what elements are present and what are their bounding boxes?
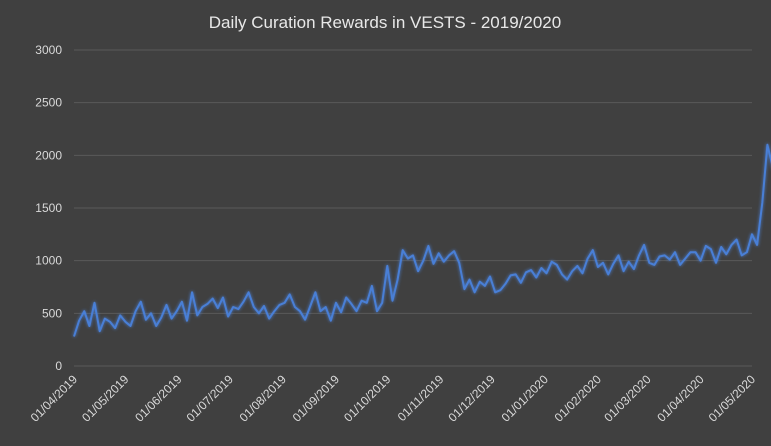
x-tick-label-11: 01/03/2020 (601, 372, 654, 425)
y-tick-label-1500: 1500 (35, 201, 62, 215)
series-line-0 (73, 143, 771, 337)
x-tick-label-8: 01/12/2019 (446, 372, 499, 425)
chart-title: Daily Curation Rewards in VESTS - 2019/2… (209, 13, 561, 32)
series-group (73, 143, 771, 337)
x-tick-label-5: 01/09/2019 (290, 372, 343, 425)
gridlines (74, 49, 752, 367)
y-tick-label-1000: 1000 (35, 254, 62, 268)
x-tick-label-12: 01/04/2020 (654, 372, 707, 425)
x-tick-label-2: 01/06/2019 (132, 372, 185, 425)
x-tick-label-1: 01/05/2019 (79, 372, 132, 425)
x-tick-label-13: 01/05/2020 (706, 372, 759, 425)
x-tick-label-10: 01/02/2020 (552, 372, 605, 425)
y-tick-label-3000: 3000 (35, 43, 62, 57)
y-axis: 0 500 1000 1500 2000 2500 3000 (35, 43, 62, 373)
y-tick-label-2500: 2500 (35, 96, 62, 110)
y-tick-label-0: 0 (55, 359, 62, 373)
x-tick-label-6: 01/10/2019 (341, 372, 394, 425)
y-tick-label-500: 500 (42, 306, 62, 320)
x-tick-label-3: 01/07/2019 (184, 372, 237, 425)
x-tick-label-4: 01/08/2019 (237, 372, 290, 425)
x-tick-label-9: 01/01/2020 (499, 372, 552, 425)
x-tick-label-0: 01/04/2019 (28, 372, 81, 425)
y-tick-label-2000: 2000 (35, 148, 62, 162)
x-tick-label-7: 01/11/2019 (395, 372, 447, 424)
